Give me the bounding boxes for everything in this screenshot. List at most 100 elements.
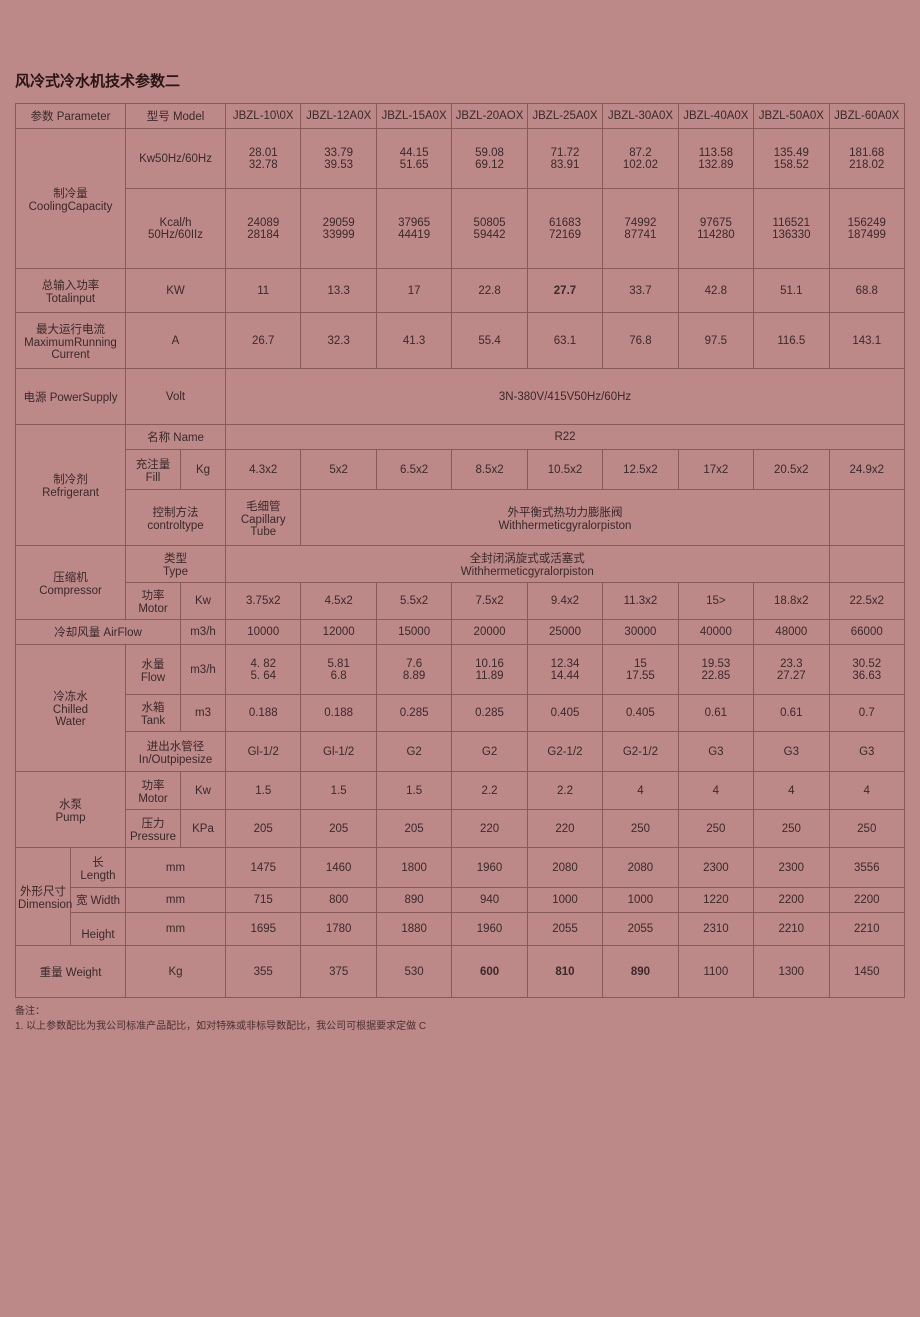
hdr-m3: JBZL-20AOX	[452, 104, 527, 129]
pm-2: 1.5	[376, 772, 451, 810]
pr-0: 205	[226, 810, 301, 848]
cooling-kcal-7: 116521136330	[754, 189, 829, 269]
pp-3: G2	[452, 732, 527, 772]
len-unit: mm	[126, 848, 226, 888]
pump-label: 水泵Pump	[16, 772, 126, 848]
fl-2: 7.68.89	[376, 645, 451, 695]
ht-4: 2055	[527, 913, 602, 946]
af-2: 15000	[376, 620, 451, 645]
fill-4: 10.5x2	[527, 450, 602, 490]
cm-6: 15>	[678, 583, 753, 620]
wid-unit: mm	[126, 888, 226, 913]
pump-motor-unit: Kw	[181, 772, 226, 810]
fill-unit: Kg	[181, 450, 226, 490]
pump-press-label: 压力Pressure	[126, 810, 181, 848]
cm-4: 9.4x2	[527, 583, 602, 620]
af-4: 25000	[527, 620, 602, 645]
hei-unit: mm	[126, 913, 226, 946]
pm-1: 1.5	[301, 772, 376, 810]
ln-8: 3556	[829, 848, 904, 888]
ti-2: 17	[376, 269, 451, 313]
tk-0: 0.188	[226, 695, 301, 732]
wt-3: 600	[452, 946, 527, 998]
ti-7: 51.1	[754, 269, 829, 313]
fl-8: 30.5236.63	[829, 645, 904, 695]
pipe-label: 进出水管径In/Outpipesize	[126, 732, 226, 772]
wt-1: 375	[301, 946, 376, 998]
pm-4: 2.2	[527, 772, 602, 810]
compressor-type-empty	[829, 546, 904, 583]
ht-7: 2210	[754, 913, 829, 946]
wt-6: 1100	[678, 946, 753, 998]
wt-8: 1450	[829, 946, 904, 998]
pp-0: Gl-1/2	[226, 732, 301, 772]
wd-8: 2200	[829, 888, 904, 913]
hdr-m0: JBZL-10\0X	[226, 104, 301, 129]
compressor-type-label: 类型Type	[126, 546, 226, 583]
pm-5: 4	[603, 772, 678, 810]
pm-7: 4	[754, 772, 829, 810]
totalinput-unit: KW	[126, 269, 226, 313]
pp-2: G2	[376, 732, 451, 772]
ti-6: 42.8	[678, 269, 753, 313]
pr-1: 205	[301, 810, 376, 848]
af-7: 48000	[754, 620, 829, 645]
wt-7: 1300	[754, 946, 829, 998]
cm-8: 22.5x2	[829, 583, 904, 620]
ht-2: 1880	[376, 913, 451, 946]
mc-7: 116.5	[754, 313, 829, 369]
airflow-unit: m3/h	[181, 620, 226, 645]
fl-4: 12.3414.44	[527, 645, 602, 695]
cm-7: 18.8x2	[754, 583, 829, 620]
ht-0: 1695	[226, 913, 301, 946]
cooling-kw-label: Kw50Hz/60Hz	[126, 129, 226, 189]
power-label: 电源 PowerSupply	[16, 369, 126, 425]
ht-5: 2055	[603, 913, 678, 946]
hdr-model: 型号 Model	[126, 104, 226, 129]
ctrl-left: 毛细管CapillaryTube	[226, 490, 301, 546]
pp-4: G2-1/2	[527, 732, 602, 772]
fl-5: 1517.55	[603, 645, 678, 695]
cooling-kw-4: 71.7283.91	[527, 129, 602, 189]
refrigerant-label: 制冷剂Refrigerant	[16, 425, 126, 546]
cooling-kcal-0: 2408928184	[226, 189, 301, 269]
wt-4: 810	[527, 946, 602, 998]
len-label: 长Length	[71, 848, 126, 888]
ti-5: 33.7	[603, 269, 678, 313]
ln-5: 2080	[603, 848, 678, 888]
ti-8: 68.8	[829, 269, 904, 313]
cooling-label: 制冷量CoolingCapacity	[16, 129, 126, 269]
tank-unit: m3	[181, 695, 226, 732]
dimension-label: 外形尺寸Dimension	[16, 848, 71, 946]
pp-8: G3	[829, 732, 904, 772]
mc-5: 76.8	[603, 313, 678, 369]
ln-7: 2300	[754, 848, 829, 888]
refrigerant-name-label: 名称 Name	[126, 425, 226, 450]
wd-0: 715	[226, 888, 301, 913]
hdr-m4: JBZL-25A0X	[527, 104, 602, 129]
wt-5: 890	[603, 946, 678, 998]
pump-press-unit: KPa	[181, 810, 226, 848]
ht-1: 1780	[301, 913, 376, 946]
tk-4: 0.405	[527, 695, 602, 732]
fl-0: 4. 825. 64	[226, 645, 301, 695]
wid-label: 宽 Width	[71, 888, 126, 913]
maxcurrent-label: 最大运行电流MaximumRunningCurrent	[16, 313, 126, 369]
cooling-kcal-3: 5080559442	[452, 189, 527, 269]
fill-7: 20.5x2	[754, 450, 829, 490]
totalinput-label: 总输入功率Totalinput	[16, 269, 126, 313]
pr-7: 250	[754, 810, 829, 848]
pp-6: G3	[678, 732, 753, 772]
cooling-kcal-2: 3796544419	[376, 189, 451, 269]
cooling-kw-2: 44.1551.65	[376, 129, 451, 189]
mc-6: 97.5	[678, 313, 753, 369]
cooling-kw-3: 59.0869.12	[452, 129, 527, 189]
ht-3: 1960	[452, 913, 527, 946]
footnote: 备注：1. 以上参数配比为我公司标准产品配比，如对特殊或非标导数配比，我公司可根…	[15, 1004, 905, 1034]
comp-motor-label: 功率 Motor	[126, 583, 181, 620]
af-3: 20000	[452, 620, 527, 645]
tk-8: 0.7	[829, 695, 904, 732]
hdr-m7: JBZL-50A0X	[754, 104, 829, 129]
tk-5: 0.405	[603, 695, 678, 732]
fill-1: 5x2	[301, 450, 376, 490]
